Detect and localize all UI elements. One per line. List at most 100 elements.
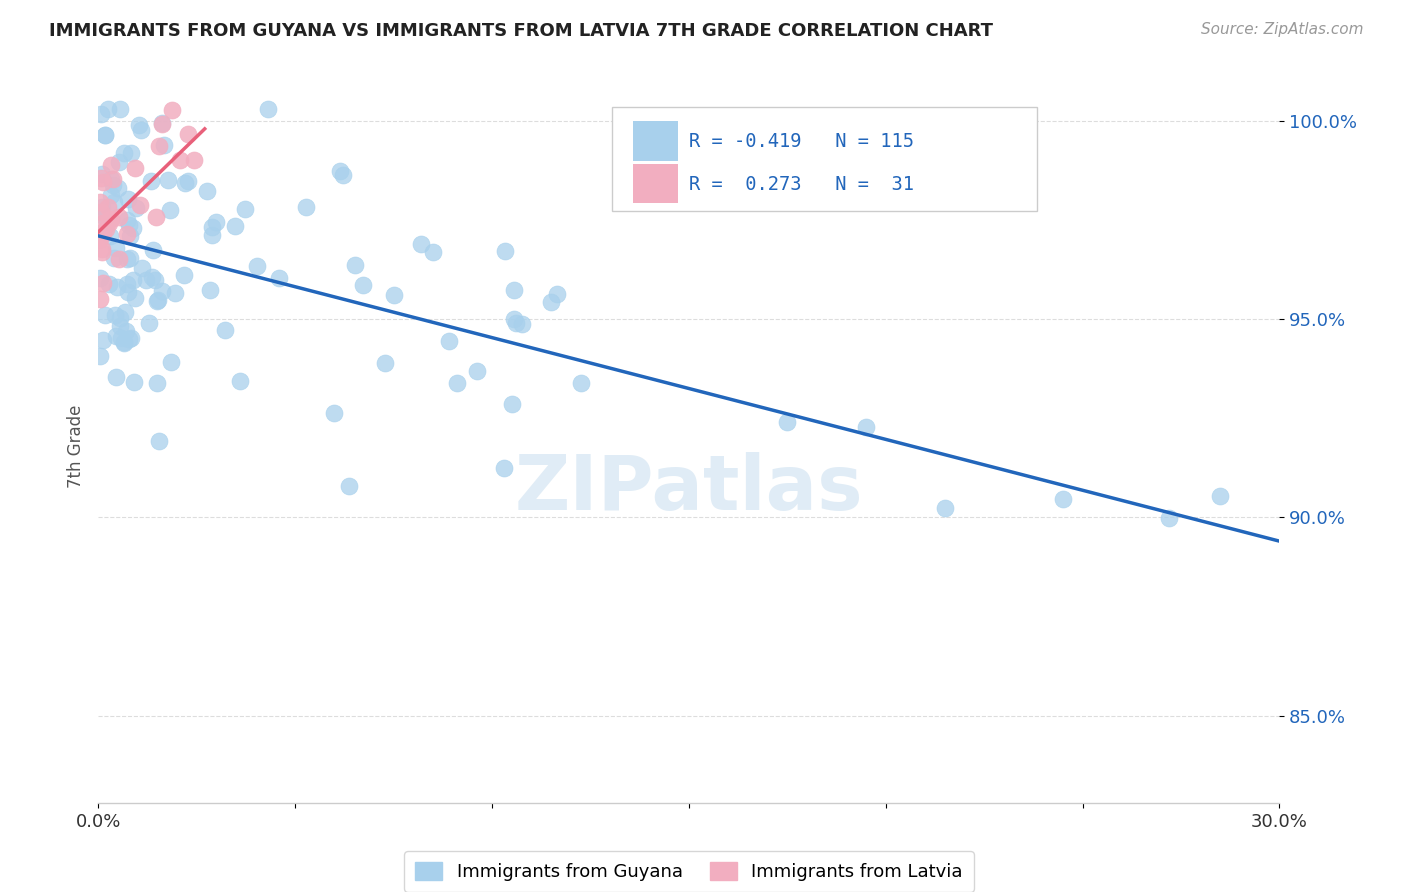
- Point: [1159, 511, 1181, 525]
- Point: [344, 259, 367, 273]
- Point: [90, 107, 112, 121]
- Point: [540, 295, 562, 310]
- Point: [446, 376, 468, 390]
- Point: [112, 334, 135, 349]
- Text: R = -0.419   N = 115: R = -0.419 N = 115: [689, 132, 914, 151]
- Point: [103, 178, 125, 192]
- Point: [332, 168, 354, 182]
- Point: [183, 153, 205, 168]
- Point: [117, 192, 139, 206]
- Point: [129, 123, 152, 137]
- Point: [148, 139, 170, 153]
- Text: Source: ZipAtlas.com: Source: ZipAtlas.com: [1201, 22, 1364, 37]
- Point: [98, 229, 121, 244]
- Text: ZIPatlas: ZIPatlas: [515, 452, 863, 525]
- Point: [494, 244, 516, 258]
- Point: [89, 349, 111, 363]
- Point: [98, 277, 121, 291]
- Point: [100, 158, 122, 172]
- Point: [110, 102, 132, 116]
- Point: [200, 284, 222, 298]
- Point: [104, 241, 127, 255]
- Point: [322, 406, 344, 420]
- Point: [143, 273, 166, 287]
- Point: [503, 283, 526, 297]
- Point: [97, 102, 120, 116]
- Point: [103, 252, 125, 266]
- Point: [160, 103, 183, 117]
- Point: [117, 285, 139, 300]
- Point: [776, 415, 799, 429]
- Point: [150, 116, 173, 130]
- Point: [214, 323, 236, 337]
- Point: [110, 331, 132, 345]
- Point: [329, 164, 352, 178]
- Point: [142, 243, 165, 257]
- Point: [107, 180, 129, 194]
- Point: [138, 316, 160, 330]
- Point: [148, 293, 170, 307]
- Point: [128, 198, 150, 212]
- Point: [246, 259, 269, 273]
- Point: [152, 284, 174, 298]
- Point: [100, 188, 122, 202]
- Point: [94, 309, 117, 323]
- Point: [382, 287, 405, 301]
- Point: [89, 293, 111, 307]
- Point: [176, 174, 198, 188]
- Text: IMMIGRANTS FROM GUYANA VS IMMIGRANTS FROM LATVIA 7TH GRADE CORRELATION CHART: IMMIGRANTS FROM GUYANA VS IMMIGRANTS FRO…: [49, 22, 993, 40]
- Point: [374, 356, 396, 370]
- Point: [90, 208, 112, 222]
- Y-axis label: 7th Grade: 7th Grade: [66, 404, 84, 488]
- Point: [159, 202, 181, 217]
- Point: [91, 216, 114, 230]
- Point: [122, 272, 145, 286]
- Point: [229, 374, 252, 388]
- Point: [145, 211, 167, 225]
- Point: [120, 145, 142, 160]
- Point: [150, 117, 173, 131]
- FancyBboxPatch shape: [634, 164, 678, 203]
- Point: [510, 317, 533, 331]
- Point: [122, 375, 145, 389]
- Point: [110, 310, 132, 325]
- Point: [108, 210, 131, 224]
- Point: [437, 334, 460, 349]
- Point: [855, 420, 877, 434]
- Point: [117, 332, 139, 346]
- Point: [114, 305, 136, 319]
- Point: [120, 331, 142, 345]
- Point: [104, 309, 127, 323]
- Point: [89, 194, 111, 209]
- Point: [105, 280, 128, 294]
- Point: [174, 176, 197, 190]
- Point: [108, 318, 131, 333]
- Point: [100, 172, 122, 186]
- Point: [546, 287, 568, 301]
- Point: [101, 172, 124, 186]
- Point: [465, 364, 488, 378]
- Point: [153, 138, 176, 153]
- Point: [120, 252, 142, 266]
- Point: [411, 236, 433, 251]
- Point: [503, 311, 526, 326]
- Point: [115, 227, 138, 241]
- Point: [90, 245, 112, 260]
- Point: [205, 215, 228, 229]
- Point: [195, 184, 218, 198]
- Point: [104, 329, 127, 343]
- Point: [135, 272, 157, 286]
- Text: R =  0.273   N =  31: R = 0.273 N = 31: [689, 175, 914, 194]
- Point: [100, 212, 122, 227]
- Point: [93, 175, 115, 189]
- Point: [156, 173, 179, 187]
- Point: [1052, 492, 1074, 507]
- Point: [91, 200, 114, 214]
- Point: [128, 118, 150, 132]
- Point: [118, 218, 141, 232]
- FancyBboxPatch shape: [634, 121, 678, 161]
- FancyBboxPatch shape: [612, 107, 1038, 211]
- Point: [159, 355, 181, 369]
- Point: [114, 324, 136, 338]
- Point: [146, 376, 169, 391]
